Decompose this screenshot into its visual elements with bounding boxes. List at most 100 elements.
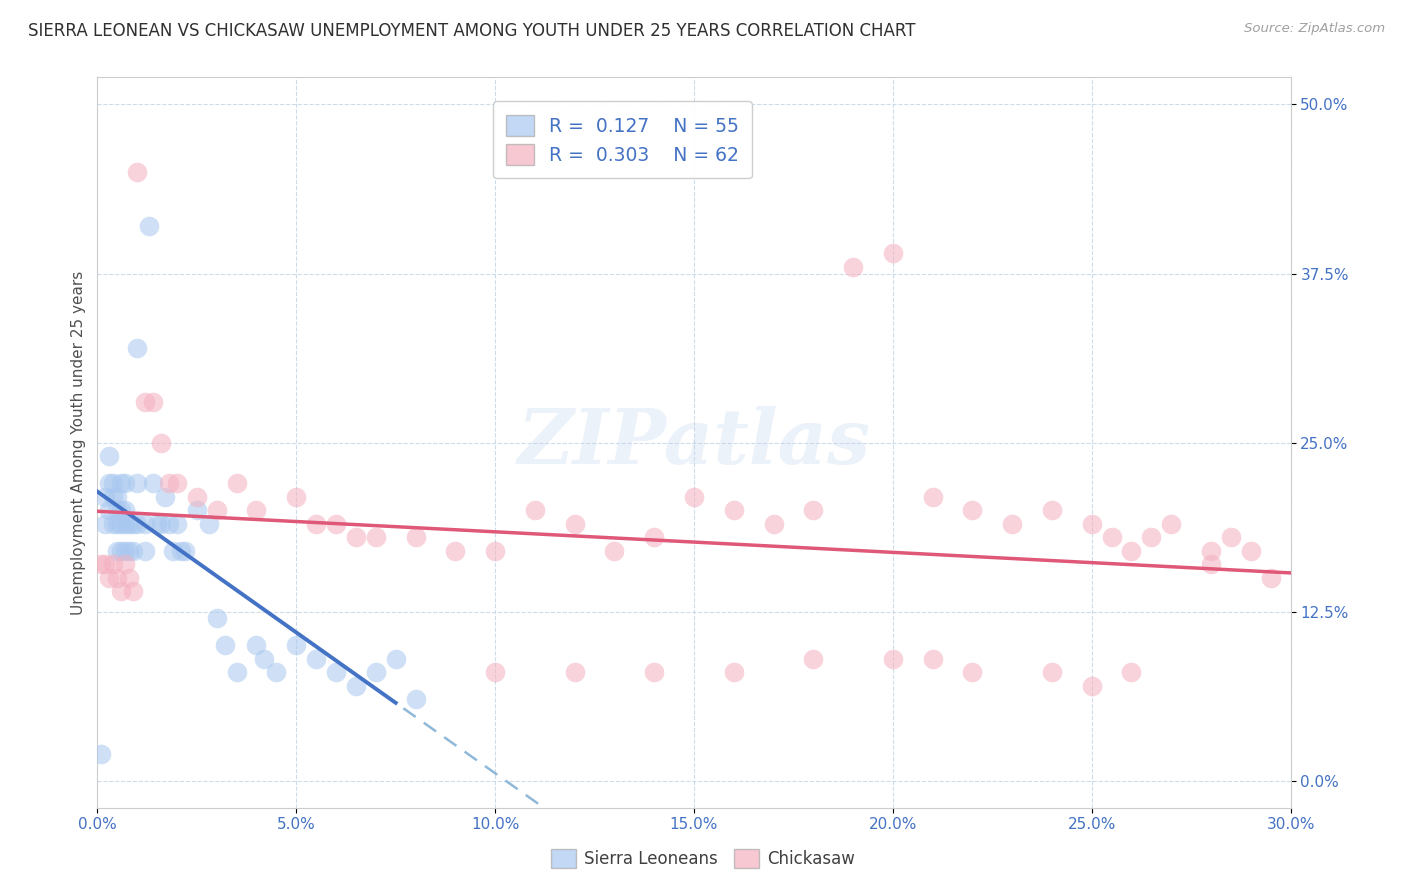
Point <box>344 679 367 693</box>
Point <box>90 747 112 761</box>
Point <box>134 543 156 558</box>
Point <box>1080 516 1102 531</box>
Point <box>142 476 165 491</box>
Point <box>1219 530 1241 544</box>
Point <box>197 516 219 531</box>
Point <box>842 260 865 274</box>
Point <box>1080 679 1102 693</box>
Point <box>245 503 267 517</box>
Point <box>114 476 136 491</box>
Point <box>166 516 188 531</box>
Point <box>801 503 824 517</box>
Point <box>305 516 328 531</box>
Point <box>405 530 427 544</box>
Point <box>110 476 132 491</box>
Point <box>114 558 136 572</box>
Point <box>285 490 308 504</box>
Text: ZIPatlas: ZIPatlas <box>517 406 870 480</box>
Point <box>762 516 785 531</box>
Point <box>103 490 125 504</box>
Point <box>364 530 387 544</box>
Point <box>325 665 347 680</box>
Point <box>253 652 276 666</box>
Point <box>173 543 195 558</box>
Point <box>94 516 117 531</box>
Point <box>90 558 112 572</box>
Point <box>1160 516 1182 531</box>
Point <box>523 503 546 517</box>
Point <box>882 246 904 260</box>
Point <box>205 611 228 625</box>
Point <box>134 395 156 409</box>
Point <box>186 490 208 504</box>
Point <box>1240 543 1263 558</box>
Point <box>1140 530 1163 544</box>
Point <box>325 516 347 531</box>
Point <box>1040 665 1063 680</box>
Point <box>564 665 586 680</box>
Point <box>142 395 165 409</box>
Point <box>643 530 665 544</box>
Point <box>105 503 128 517</box>
Point <box>118 543 141 558</box>
Text: SIERRA LEONEAN VS CHICKASAW UNEMPLOYMENT AMONG YOUTH UNDER 25 YEARS CORRELATION : SIERRA LEONEAN VS CHICKASAW UNEMPLOYMENT… <box>28 22 915 40</box>
Point <box>683 490 706 504</box>
Point <box>150 516 173 531</box>
Point <box>138 219 160 234</box>
Point <box>444 543 467 558</box>
Point <box>114 516 136 531</box>
Point <box>225 665 247 680</box>
Point <box>564 516 586 531</box>
Point <box>122 516 145 531</box>
Point <box>110 516 132 531</box>
Point <box>157 516 180 531</box>
Point <box>105 516 128 531</box>
Point <box>921 652 943 666</box>
Point <box>105 490 128 504</box>
Point <box>127 341 149 355</box>
Point <box>1001 516 1024 531</box>
Point <box>344 530 367 544</box>
Point <box>94 490 117 504</box>
Point <box>305 652 328 666</box>
Legend: R =  0.127    N = 55, R =  0.303    N = 62: R = 0.127 N = 55, R = 0.303 N = 62 <box>492 102 752 178</box>
Point <box>114 503 136 517</box>
Point <box>127 516 149 531</box>
Point <box>1121 665 1143 680</box>
Point <box>94 558 117 572</box>
Point <box>643 665 665 680</box>
Point <box>225 476 247 491</box>
Point <box>285 639 308 653</box>
Point <box>1040 503 1063 517</box>
Point <box>110 584 132 599</box>
Text: Source: ZipAtlas.com: Source: ZipAtlas.com <box>1244 22 1385 36</box>
Point <box>405 692 427 706</box>
Point <box>103 558 125 572</box>
Point <box>162 543 184 558</box>
Point <box>1260 571 1282 585</box>
Point <box>134 516 156 531</box>
Point <box>214 639 236 653</box>
Point <box>122 584 145 599</box>
Point <box>921 490 943 504</box>
Point <box>962 665 984 680</box>
Point <box>122 543 145 558</box>
Point <box>1199 558 1222 572</box>
Point <box>127 165 149 179</box>
Point <box>118 516 141 531</box>
Point <box>384 652 406 666</box>
Point <box>245 639 267 653</box>
Point <box>105 571 128 585</box>
Point <box>127 476 149 491</box>
Point <box>205 503 228 517</box>
Point <box>186 503 208 517</box>
Point <box>146 516 169 531</box>
Point <box>150 435 173 450</box>
Point <box>110 543 132 558</box>
Point <box>1101 530 1123 544</box>
Point <box>166 476 188 491</box>
Point <box>723 503 745 517</box>
Point <box>110 503 132 517</box>
Point <box>266 665 288 680</box>
Point <box>114 543 136 558</box>
